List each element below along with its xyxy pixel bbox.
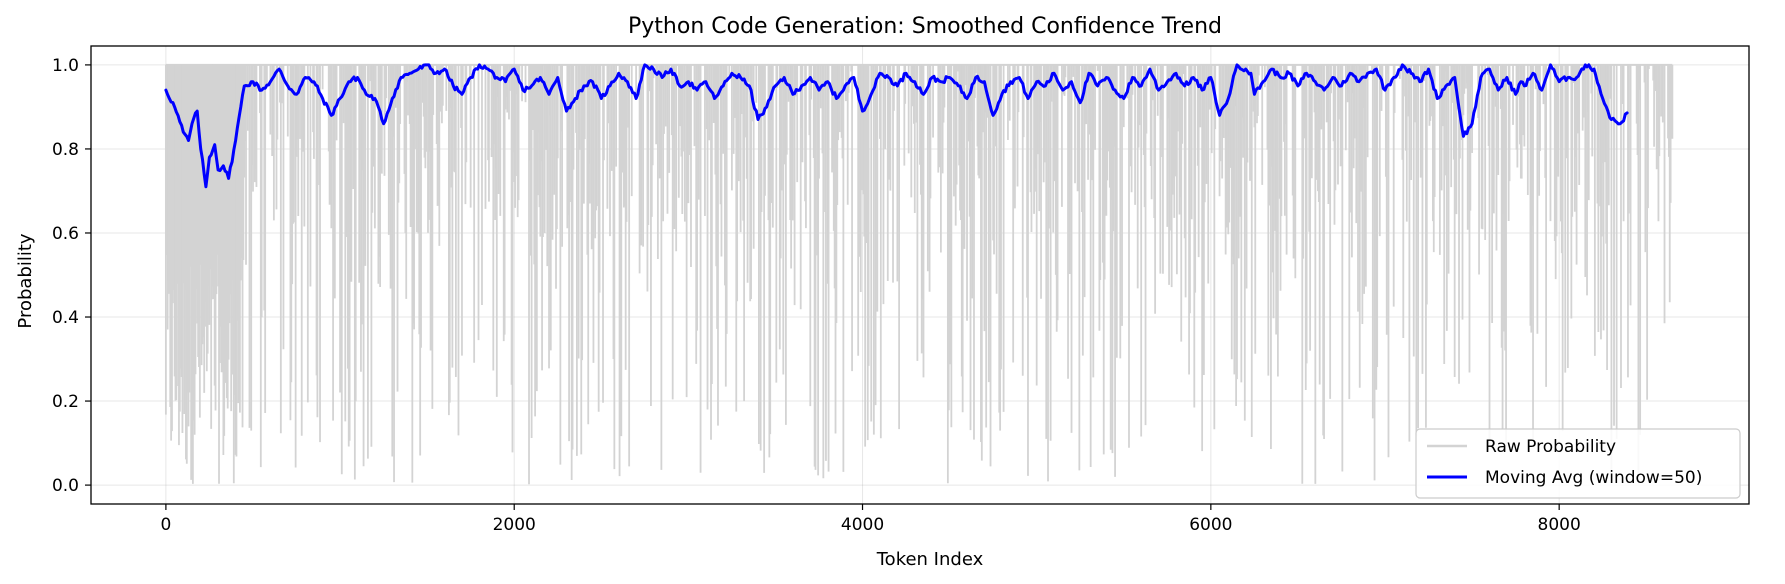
y-tick-label: 0.8 <box>52 140 79 160</box>
x-axis-label: Token Index <box>876 549 984 570</box>
y-axis-ticks: 0.0 0.2 0.4 0.6 0.8 1.0 <box>52 56 91 496</box>
x-axis-ticks: 0 2000 4000 6000 8000 <box>160 504 1581 535</box>
x-tick-label: 2000 <box>493 515 536 535</box>
x-tick-label: 4000 <box>841 515 884 535</box>
y-tick-label: 0.2 <box>52 392 79 412</box>
y-tick-label: 0.0 <box>52 476 79 496</box>
plot-area-frame <box>90 45 1750 505</box>
x-tick-label: 6000 <box>1189 515 1232 535</box>
x-tick-label: 0 <box>160 515 171 535</box>
legend: Raw Probability Moving Avg (window=50) <box>1415 428 1741 499</box>
x-tick-label: 8000 <box>1538 515 1581 535</box>
y-axis-label: Probability <box>15 233 36 328</box>
chart-title: Python Code Generation: Smoothed Confide… <box>628 14 1222 39</box>
y-tick-label: 0.4 <box>52 308 79 328</box>
moving-average-line <box>164 63 1629 189</box>
legend-avg-label: Moving Avg (window=50) <box>1485 468 1702 488</box>
legend-raw-label: Raw Probability <box>1485 437 1616 457</box>
legend-box <box>1415 428 1741 499</box>
moving-average-series <box>164 63 1629 189</box>
raw-probability-series <box>164 63 1674 485</box>
y-tick-label: 1.0 <box>52 56 79 76</box>
y-tick-label: 0.6 <box>52 224 79 244</box>
